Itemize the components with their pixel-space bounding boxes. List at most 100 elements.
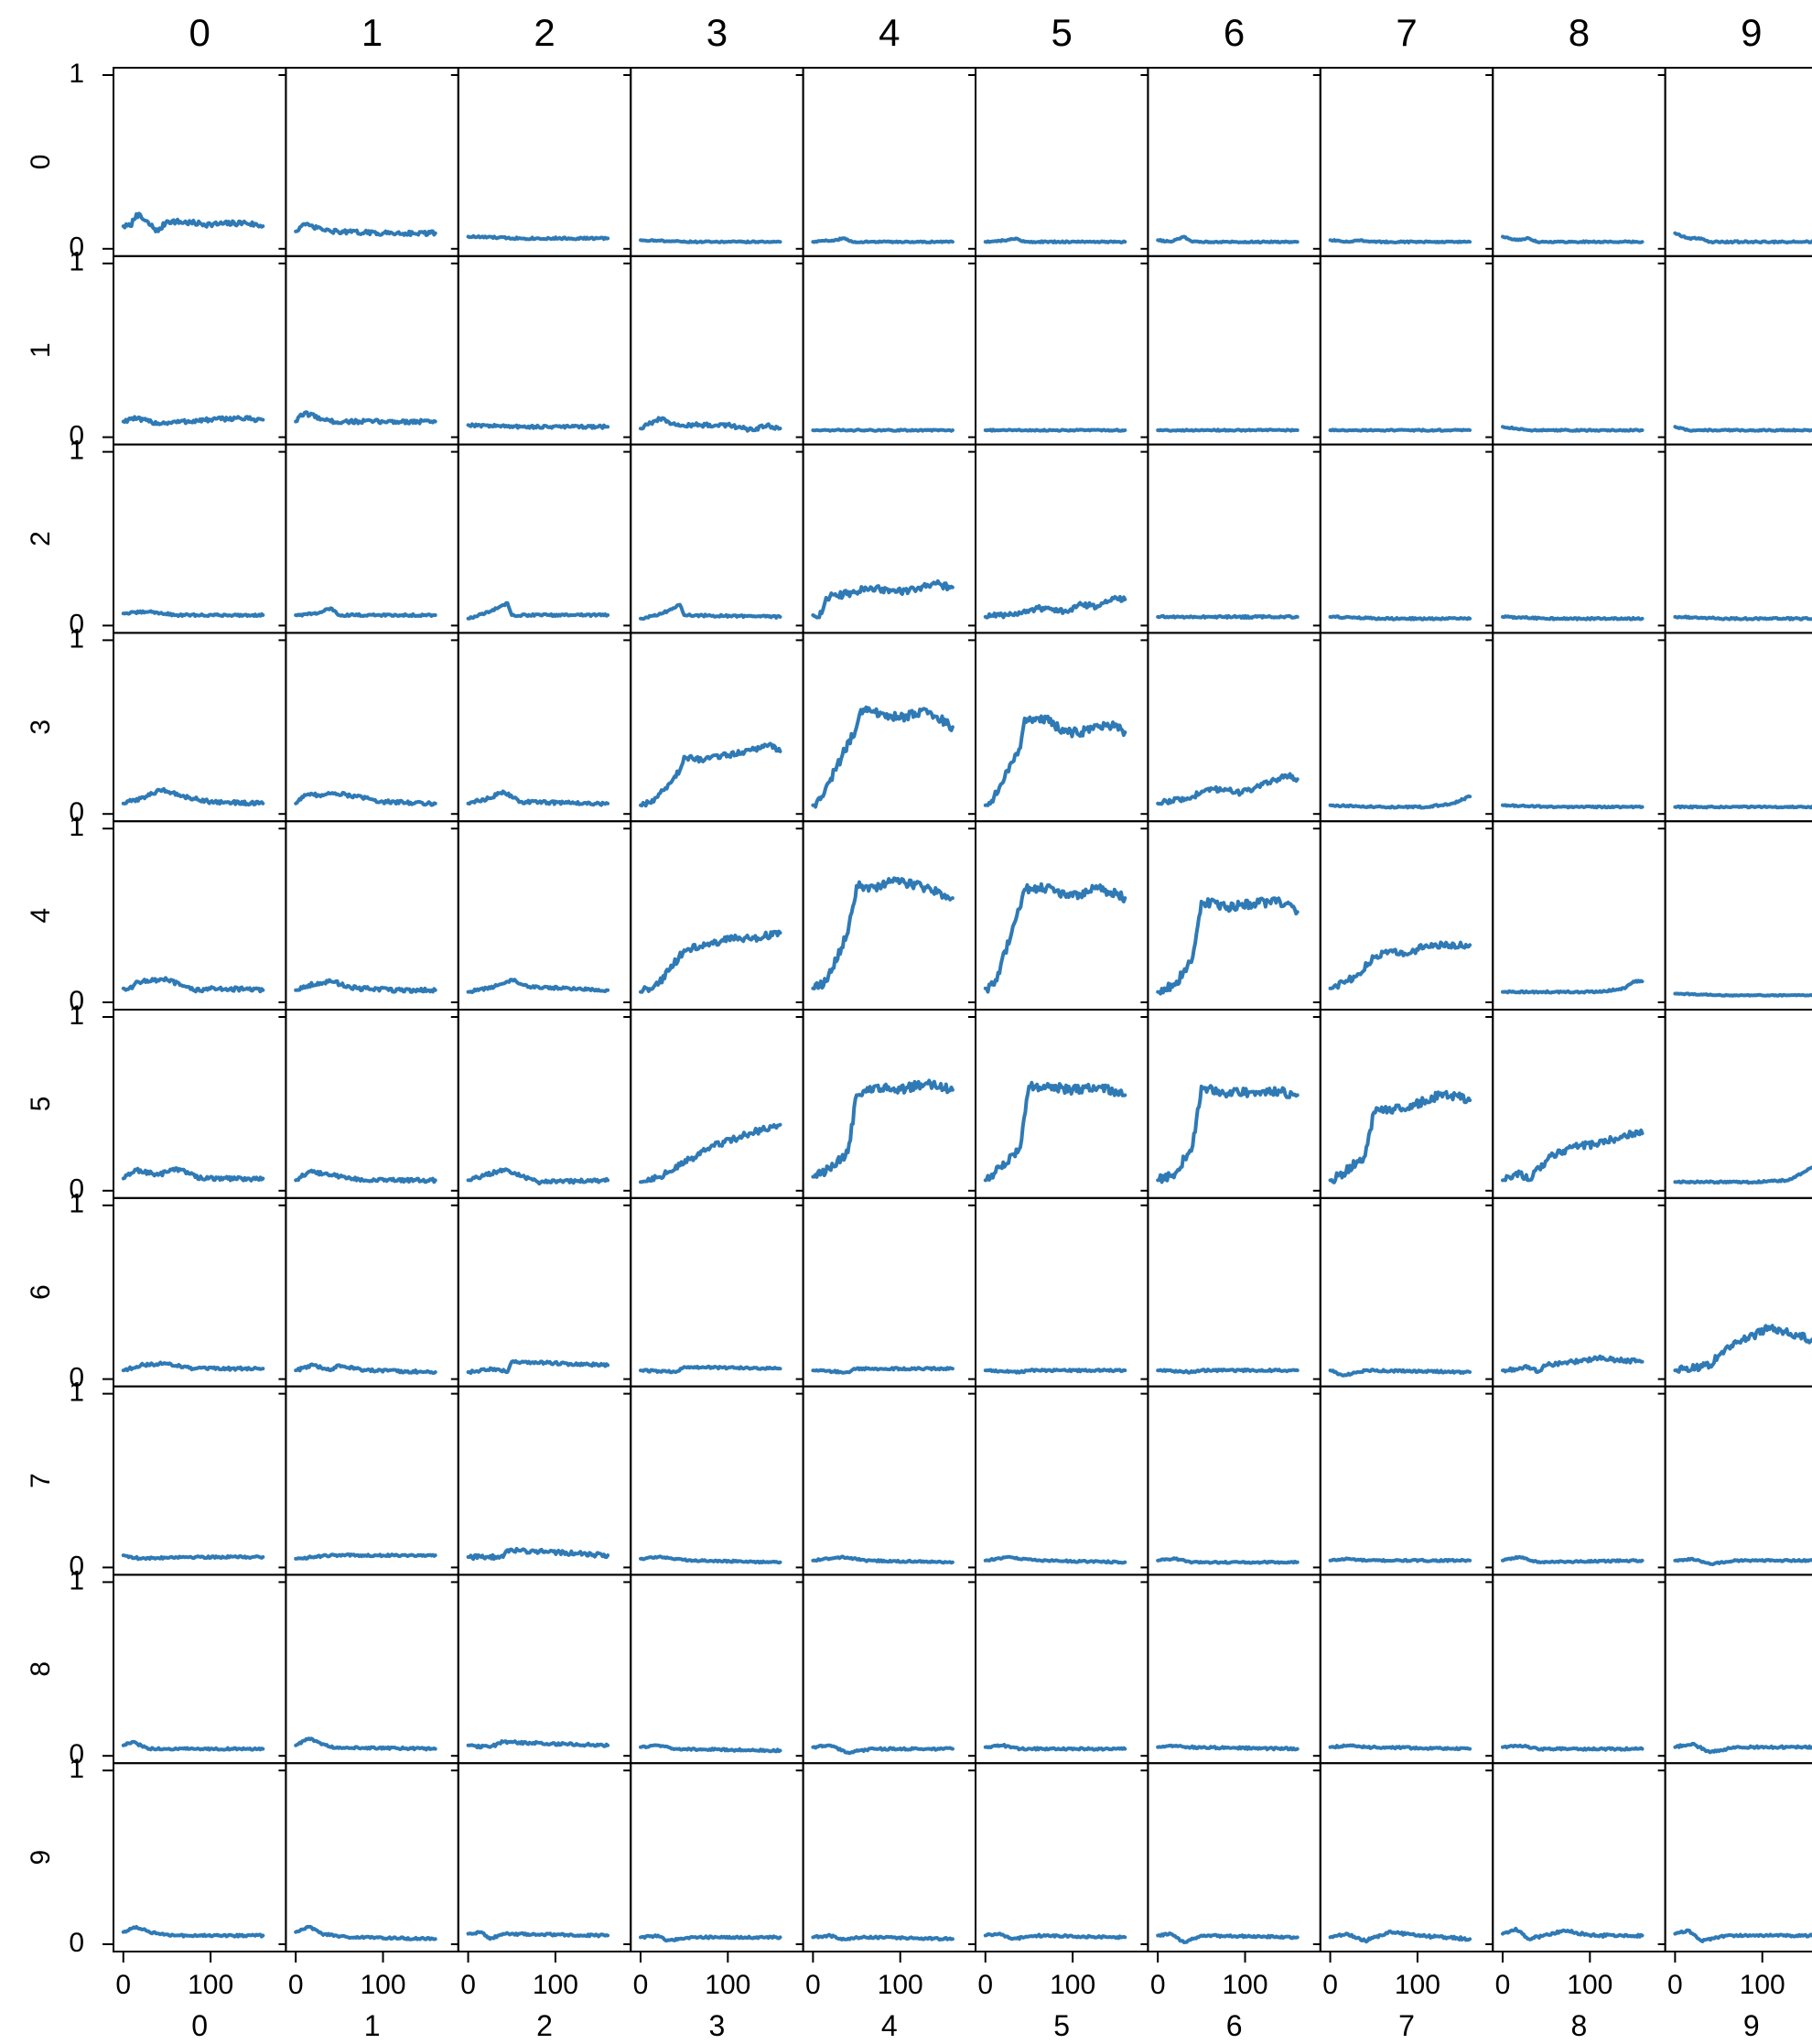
panel-2-6 [1147,443,1321,634]
panel-7-8 [1492,1385,1666,1576]
x-tick-label: 100 [1740,1970,1785,2000]
panel-frame [113,1574,287,1765]
series-line [294,978,437,994]
series-line [1328,1743,1472,1752]
panel-frame [1664,254,1812,446]
panel-frame [630,1574,804,1765]
panel-frame [457,632,632,823]
x-tick-label: 100 [188,1970,233,2000]
panel-grid [113,67,1812,1952]
panel-frame [1664,632,1812,823]
panel-frame [802,254,976,446]
panel-frame [113,1762,287,1952]
panel-frame [630,632,804,823]
y-tick-label: 1 [69,436,84,466]
panel-0-0 [113,67,287,257]
column-header: 0 [189,11,210,54]
series-line [294,606,437,619]
column-header: 9 [1741,11,1762,54]
x-tick-label: 0 [1322,1970,1338,2000]
x-tick-label: 100 [1050,1970,1095,2000]
panel-3-4 [802,632,976,823]
panel-2-7 [1319,443,1494,634]
y-tick-label: 1 [69,812,84,842]
panel-2-1 [285,443,459,634]
panel-4-3 [630,820,804,1011]
panel-frame [1664,67,1812,257]
panel-0-6 [1147,67,1321,257]
panel-1-3 [630,254,804,446]
panel-2-2 [457,443,632,634]
column-header: 8 [1569,11,1590,54]
panel-frame [1664,1009,1812,1199]
panel-8-8 [1492,1574,1666,1765]
panel-frame [113,443,287,634]
panel-6-2 [457,1196,632,1388]
column-header: 2 [534,11,555,54]
series-line [983,427,1127,433]
x-tick-label: 0 [1495,1970,1511,2000]
column-header: 1 [361,11,383,54]
panel-5-8 [1492,1009,1666,1199]
panel-9-9 [1664,1762,1812,1952]
panel-7-4 [802,1385,976,1576]
panel-5-3 [630,1009,804,1199]
panel-frame [285,443,459,634]
y-tick-label: 1 [69,623,84,654]
series-line [1328,1368,1472,1378]
panel-0-4 [802,67,976,257]
series-line [294,1168,437,1184]
panel-7-5 [975,1385,1149,1576]
panel-4-9 [1664,820,1812,1011]
series-line [1328,614,1472,622]
panel-frame [285,254,459,446]
series-line [121,415,265,427]
panel-frame [1319,1574,1494,1765]
series-line [1328,427,1472,433]
panel-frame [1664,1574,1812,1765]
panel-6-0 [113,1196,287,1388]
panel-8-0 [113,1574,287,1765]
series-line [1156,772,1300,806]
panel-8-1 [285,1574,459,1765]
series-line [1156,896,1300,996]
series-line [294,222,437,237]
x-category-label: 2 [536,2009,553,2042]
panel-5-9 [1664,1009,1812,1199]
series-line [121,609,265,619]
panel-frame [802,1574,976,1765]
panel-3-2 [457,632,632,823]
panel-6-4 [802,1196,976,1388]
y-tick-label: 1 [69,1000,84,1031]
x-tick-label: 100 [705,1970,750,2000]
panel-1-4 [802,254,976,446]
panel-frame [630,1009,804,1199]
panel-0-9 [1664,67,1812,257]
panel-2-5 [975,443,1149,634]
panel-frame [975,1762,1149,1952]
panel-4-0 [113,820,287,1011]
panel-5-0 [113,1009,287,1199]
panel-6-1 [285,1196,459,1388]
x-tick-label: 100 [533,1970,578,2000]
panel-frame [1492,1762,1666,1952]
panel-frame [1319,254,1494,446]
panel-0-1 [285,67,459,257]
panel-frame [975,820,1149,1011]
x-tick-label: 100 [1395,1970,1440,2000]
series-line [1673,1165,1812,1185]
series-line [811,705,955,809]
series-line [1156,427,1300,433]
x-category-label: 4 [881,2009,898,2042]
panel-1-0 [113,254,287,446]
panel-frame [802,1385,976,1576]
panel-frame [1664,1196,1812,1388]
panel-7-6 [1147,1385,1321,1576]
series-line [639,1743,782,1754]
panel-frame [802,443,976,634]
panel-frame [1492,67,1666,257]
panel-7-3 [630,1385,804,1576]
x-tick-label: 100 [360,1970,405,2000]
panel-5-6 [1147,1009,1321,1199]
